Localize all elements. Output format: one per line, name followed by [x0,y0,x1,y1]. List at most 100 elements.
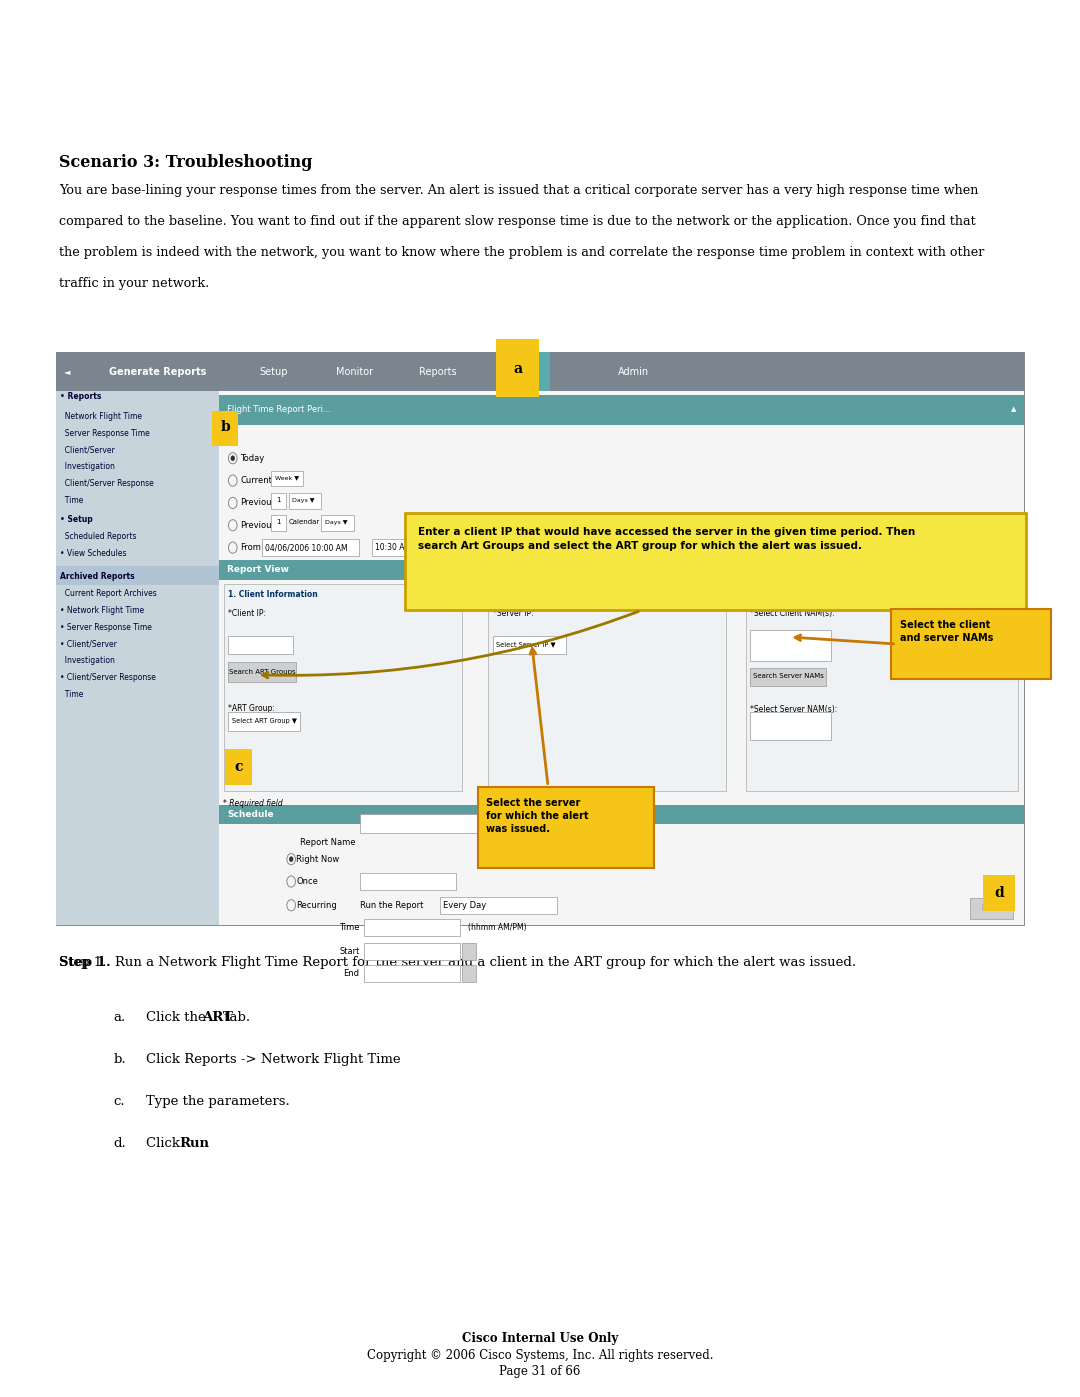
Text: Scheduled Reports: Scheduled Reports [60,532,137,541]
Text: Step 1.  Run a Network Flight Time Report for the server and a client in the ART: Step 1. Run a Network Flight Time Report… [59,956,856,968]
Text: Setup: Setup [259,366,288,377]
FancyBboxPatch shape [56,391,219,925]
FancyBboxPatch shape [405,513,1026,610]
FancyBboxPatch shape [891,609,1051,679]
Text: Enter a client IP that would have accessed the server in the given time period. : Enter a client IP that would have access… [418,527,915,552]
Text: Once: Once [296,877,318,886]
Text: Search ART Groups: Search ART Groups [229,669,295,675]
Text: Every Day: Every Day [443,901,486,909]
Text: a.: a. [113,1011,125,1024]
Text: Current: Current [241,476,272,485]
Text: Select Server IP ▼: Select Server IP ▼ [496,641,555,647]
Text: Time: Time [60,690,84,698]
Text: d: d [994,886,1004,900]
Text: 2. Server Information: 2. Server Information [492,590,585,598]
Text: Network Flight Time: Network Flight Time [60,412,143,420]
FancyBboxPatch shape [219,391,1024,925]
FancyBboxPatch shape [289,493,322,509]
Text: Run: Run [982,904,1001,912]
FancyBboxPatch shape [497,339,539,397]
Text: Select the client
and server NAMs: Select the client and server NAMs [900,620,993,644]
FancyBboxPatch shape [56,352,1024,391]
Text: Days ▼: Days ▼ [325,520,347,525]
Text: Step 1.: Step 1. [59,956,111,968]
Text: • Network Flight Time: • Network Flight Time [60,606,145,615]
Text: Recurring: Recurring [296,901,337,909]
FancyBboxPatch shape [219,560,1024,580]
Text: 1: 1 [275,520,281,525]
Text: You are base-lining your response times from the server. An alert is issued that: You are base-lining your response times … [59,184,978,197]
Text: tab.: tab. [220,1011,251,1024]
FancyBboxPatch shape [492,636,566,654]
Text: Calendar: Calendar [289,520,320,525]
Text: End: End [343,970,360,978]
FancyBboxPatch shape [364,943,460,960]
Text: Run the Report: Run the Report [360,901,423,909]
Text: Click Reports -> Network Flight Time: Click Reports -> Network Flight Time [146,1053,401,1066]
Text: • Setup: • Setup [60,515,93,524]
Text: Schedule: Schedule [228,810,274,819]
FancyBboxPatch shape [322,515,354,531]
Text: Start: Start [339,947,360,956]
Text: b: b [220,420,230,434]
FancyBboxPatch shape [751,668,826,686]
FancyBboxPatch shape [751,630,832,661]
Text: Page 31 of 66: Page 31 of 66 [499,1365,581,1379]
FancyBboxPatch shape [364,965,460,982]
FancyBboxPatch shape [56,352,1024,925]
Text: Reports: Reports [419,366,456,377]
FancyBboxPatch shape [271,493,286,509]
Text: Server Response Time: Server Response Time [60,429,150,437]
Text: Scenario 3: Troubleshooting: Scenario 3: Troubleshooting [59,154,313,170]
Text: 10:30 AM: 10:30 AM [376,543,411,552]
FancyBboxPatch shape [477,787,653,868]
Text: Archived Reports: Archived Reports [60,573,135,581]
Text: ART: ART [202,1011,233,1024]
Text: From: From [241,543,261,552]
FancyBboxPatch shape [488,584,726,791]
Text: 1. Client Information: 1. Client Information [229,590,319,598]
Text: Select the server
for which the alert
was issued.: Select the server for which the alert wa… [486,798,589,834]
FancyBboxPatch shape [271,471,303,486]
FancyBboxPatch shape [373,539,432,556]
FancyBboxPatch shape [219,395,1024,425]
Text: Previous: Previous [241,521,276,529]
Circle shape [289,856,294,862]
Text: Type the parameters.: Type the parameters. [146,1095,289,1108]
Text: Cisco Internal Use Only: Cisco Internal Use Only [462,1331,618,1345]
Text: 04/06/2006 10:00 AM: 04/06/2006 10:00 AM [266,543,348,552]
FancyBboxPatch shape [983,875,1015,911]
Text: Week ▼: Week ▼ [275,475,299,481]
FancyBboxPatch shape [213,411,239,446]
Text: *Server IP:: *Server IP: [492,609,534,617]
FancyBboxPatch shape [497,352,550,391]
FancyBboxPatch shape [271,515,286,531]
Text: • Client/Server Response: • Client/Server Response [60,673,157,682]
Text: *Select Server NAM(s):: *Select Server NAM(s): [751,705,838,714]
FancyBboxPatch shape [262,539,360,556]
Text: Search Server NAMs: Search Server NAMs [753,673,824,679]
FancyBboxPatch shape [364,919,460,936]
FancyBboxPatch shape [441,897,557,914]
Circle shape [231,455,235,461]
FancyBboxPatch shape [56,566,219,585]
Text: Run: Run [179,1137,210,1150]
Text: *ART Group:: *ART Group: [229,704,275,712]
Text: c: c [234,760,242,774]
Text: 1: 1 [275,497,281,503]
FancyBboxPatch shape [462,965,476,982]
Text: (hhmm AM/PM): (hhmm AM/PM) [469,923,527,932]
Text: b.: b. [113,1053,126,1066]
Text: c.: c. [113,1095,125,1108]
Text: Client/Server Response: Client/Server Response [60,479,154,488]
Text: * Required field: * Required field [224,799,283,807]
Text: Click the: Click the [146,1011,210,1024]
Text: Time: Time [60,496,84,504]
FancyBboxPatch shape [225,584,461,791]
Text: ART: ART [512,366,534,377]
Text: ▲: ▲ [1011,407,1016,412]
FancyBboxPatch shape [751,712,832,740]
Text: Click: Click [146,1137,184,1150]
Text: 3. NAM Information: 3. NAM Information [751,590,835,598]
Text: compared to the baseline. You want to find out if the apparent slow response tim: compared to the baseline. You want to fi… [59,215,976,228]
